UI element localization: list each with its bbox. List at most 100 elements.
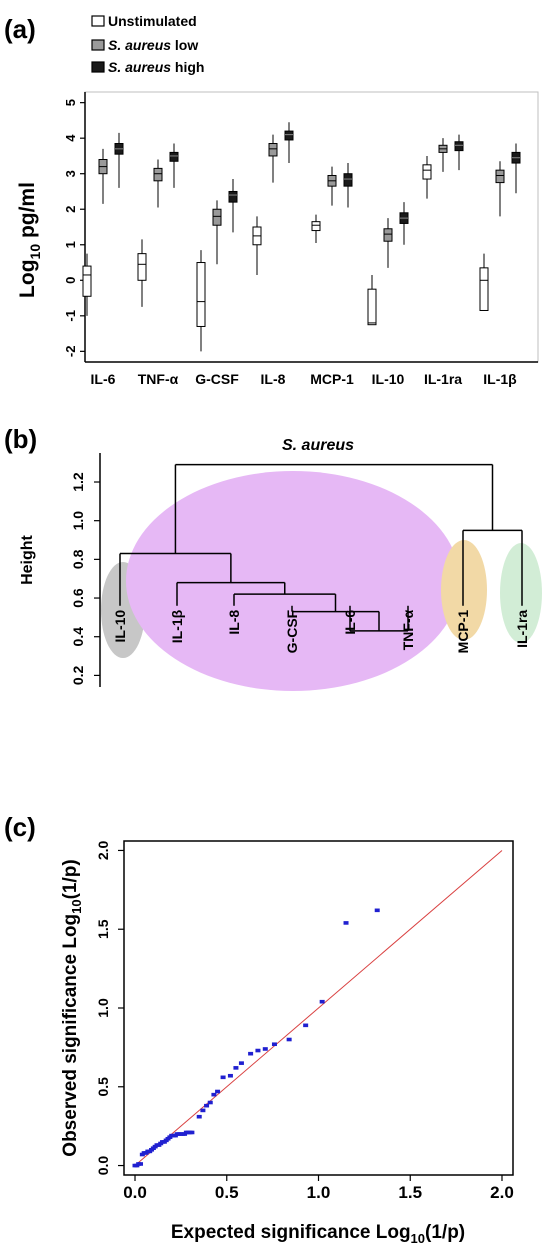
y-tick-label: 3	[63, 170, 78, 177]
box-6-series-1	[438, 138, 448, 172]
box-body	[422, 164, 432, 180]
panel-c-points	[132, 908, 380, 1168]
data-point	[220, 1075, 226, 1080]
y-tick-label: 1.5	[95, 919, 111, 939]
leaf-label: IL-8	[226, 610, 242, 635]
y-tick-label: 0.2	[70, 665, 86, 685]
panel-a-boxes	[82, 122, 521, 352]
y-tick-label: 5	[63, 99, 78, 106]
box-body	[343, 173, 353, 187]
box-6-series-0	[422, 155, 432, 199]
panel-b-tree	[119, 463, 523, 632]
data-point	[207, 1100, 213, 1105]
category-label: G-CSF	[195, 371, 239, 387]
data-point	[248, 1051, 254, 1056]
y-tick-label: 0.4	[70, 627, 86, 647]
box-body	[82, 265, 92, 297]
panel-a-label: (a)	[4, 14, 36, 44]
panel-a-category-labels: IL-6 TNF-α G-CSF IL-8 MCP-1 IL-10 IL-1ra IL-1β	[91, 371, 518, 387]
cluster-ellipse-mcp1	[441, 540, 487, 640]
panel-b-cluster-ellipses	[101, 471, 542, 691]
category-label: IL-10	[372, 371, 405, 387]
box-7-series-2	[511, 143, 521, 194]
box-1-series-2	[169, 143, 179, 188]
y-tick-label: 2.0	[95, 841, 111, 861]
box-body	[311, 221, 321, 232]
panel-b-title: S. aureus	[282, 437, 354, 454]
x-tick-label: 1.5	[398, 1183, 422, 1202]
category-label: IL-1β	[483, 371, 517, 387]
legend-label-unstimulated: Unstimulated	[108, 13, 197, 29]
x-tick-label: 0.0	[123, 1183, 147, 1202]
panel-c-qq-plot: (c) 0.0 0.5 1.0 1.5 2.0 0.0 0.5 1.0 1.5 2.0 Expec…	[4, 812, 514, 1245]
leaf-label: TNF-α	[400, 609, 416, 650]
reference-line-y-equals-x	[134, 850, 503, 1166]
box-body	[479, 267, 489, 311]
y-tick-label: 0.8	[70, 549, 86, 569]
y-tick-label: 0.5	[95, 1077, 111, 1097]
panel-b-leaf-labels: IL-10 IL-1β IL-8 G-CSF IL-6 TNF-α MCP-1 IL-1ra	[112, 609, 530, 653]
x-tick-label: 1.0	[307, 1183, 331, 1202]
box-body	[153, 167, 163, 182]
panel-b-label: (b)	[4, 424, 37, 454]
box-1-series-1	[153, 159, 163, 208]
y-tick-label: 1.0	[95, 998, 111, 1018]
box-body	[169, 151, 179, 162]
panel-b-y-axis-title: Height	[19, 534, 36, 584]
data-point	[286, 1037, 292, 1042]
data-point	[196, 1114, 202, 1119]
box-2-series-1	[212, 200, 222, 265]
panel-c-label: (c)	[4, 812, 36, 842]
cluster-ellipse-main	[126, 471, 460, 691]
panel-c-y-axis-title: Observed significance Log10(1/p)	[60, 859, 84, 1156]
leaf-label: G-CSF	[284, 609, 300, 653]
y-tick-label: 1.2	[70, 472, 86, 492]
box-3-series-1	[268, 134, 278, 183]
category-label: MCP-1	[310, 371, 354, 387]
data-point	[215, 1089, 221, 1094]
box-3-series-2	[284, 122, 294, 164]
x-tick-label: 0.5	[215, 1183, 239, 1202]
leaf-label: MCP-1	[455, 610, 471, 654]
legend-swatch-unstimulated	[91, 15, 105, 27]
panel-a-y-axis-title: Log10 pg/ml	[16, 182, 43, 298]
box-body	[495, 169, 505, 184]
leaf-label: IL-10	[112, 610, 128, 643]
panel-a-boxplot: (a) Unstimulated S. aureus low S. aureus…	[4, 13, 539, 387]
box-body	[196, 262, 206, 327]
box-7-series-0	[479, 253, 489, 311]
y-tick-label: 0	[63, 277, 78, 284]
y-tick-label: 2	[63, 206, 78, 213]
leaf-label: IL-1β	[169, 609, 185, 643]
category-label: IL-1ra	[424, 371, 462, 387]
box-body	[268, 143, 278, 157]
box-body	[367, 288, 377, 326]
panel-a-legend: Unstimulated S. aureus low S. aureus hig…	[91, 13, 204, 75]
panel-a-y-ticks: 5 4 3 2 1 0 -1 -2	[63, 99, 85, 357]
data-point	[374, 908, 380, 913]
box-5-series-0	[367, 274, 377, 326]
panel-b-dendrogram: (b) S. aureus Height 0.20.40.60.81.01.2 …	[4, 424, 542, 691]
panel-c-ticks: 0.0 0.5 1.0 1.5 2.0 0.0 0.5 1.0 1.5 2.0	[95, 841, 514, 1202]
legend-label-saureus-low: S. aureus low	[108, 37, 198, 53]
box-0-series-1	[98, 148, 108, 204]
box-body	[284, 130, 294, 141]
data-point	[189, 1130, 195, 1135]
data-point	[211, 1092, 217, 1097]
box-0-series-2	[114, 132, 124, 188]
y-tick-label: 0.0	[95, 1156, 111, 1176]
box-2-series-2	[228, 179, 238, 233]
box-2-series-0	[196, 250, 206, 352]
box-0-series-0	[82, 253, 92, 316]
panel-c-x-axis-title: Expected significance Log10(1/p)	[171, 1222, 465, 1245]
data-point	[200, 1108, 206, 1113]
box-7-series-1	[495, 161, 505, 217]
legend-swatch-saureus-high	[91, 61, 105, 73]
data-point	[262, 1047, 268, 1051]
box-4-series-0	[311, 214, 321, 243]
data-point	[255, 1048, 261, 1053]
box-body	[212, 208, 222, 226]
box-1-series-0	[137, 239, 147, 307]
data-point	[138, 1162, 144, 1166]
category-label: IL-6	[91, 371, 116, 387]
